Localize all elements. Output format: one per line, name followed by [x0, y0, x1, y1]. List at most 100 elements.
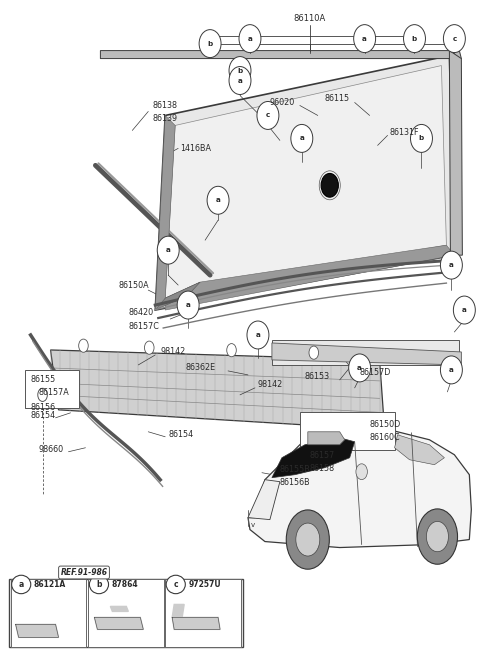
Polygon shape — [248, 480, 280, 519]
Text: a: a — [19, 580, 24, 589]
FancyBboxPatch shape — [272, 340, 459, 365]
Text: c: c — [173, 580, 178, 589]
Circle shape — [227, 344, 236, 357]
Ellipse shape — [229, 57, 251, 84]
Ellipse shape — [89, 576, 108, 594]
FancyBboxPatch shape — [24, 370, 80, 408]
Polygon shape — [308, 432, 345, 445]
Text: a: a — [186, 302, 191, 308]
FancyBboxPatch shape — [88, 579, 164, 647]
Text: 86154: 86154 — [168, 430, 193, 440]
Text: a: a — [449, 262, 454, 268]
Circle shape — [144, 341, 154, 354]
Text: 86362E: 86362E — [185, 364, 216, 372]
Text: 86131F: 86131F — [390, 128, 419, 137]
Circle shape — [426, 521, 448, 552]
Text: 86121A: 86121A — [34, 580, 66, 589]
Circle shape — [321, 174, 338, 197]
Text: b: b — [412, 36, 417, 42]
Text: 86153: 86153 — [305, 372, 330, 381]
Text: 86158: 86158 — [310, 464, 335, 473]
FancyBboxPatch shape — [300, 412, 395, 449]
Ellipse shape — [410, 125, 432, 152]
Ellipse shape — [12, 576, 31, 594]
Text: b: b — [96, 580, 102, 589]
Text: a: a — [449, 367, 454, 373]
Polygon shape — [272, 438, 355, 478]
Polygon shape — [172, 617, 220, 630]
Text: v: v — [251, 521, 255, 527]
Text: 86110A: 86110A — [294, 14, 326, 23]
Text: 96020: 96020 — [270, 98, 295, 107]
Text: 86156: 86156 — [31, 403, 56, 412]
Circle shape — [286, 510, 329, 569]
Text: 98142: 98142 — [160, 347, 185, 356]
Text: 87864: 87864 — [111, 580, 138, 589]
Text: 86154: 86154 — [31, 411, 56, 420]
Polygon shape — [272, 343, 461, 365]
Polygon shape — [155, 115, 175, 310]
Circle shape — [296, 523, 320, 556]
Text: 86157: 86157 — [310, 451, 335, 460]
Circle shape — [417, 509, 457, 564]
Circle shape — [356, 464, 367, 480]
Text: c: c — [266, 112, 270, 118]
Polygon shape — [248, 430, 471, 548]
Text: 98142: 98142 — [258, 380, 283, 389]
Text: a: a — [362, 36, 367, 42]
Polygon shape — [155, 282, 200, 310]
Text: a: a — [255, 332, 260, 338]
Text: 86157D: 86157D — [360, 368, 391, 378]
Ellipse shape — [441, 251, 462, 279]
Polygon shape — [172, 605, 184, 617]
Text: 86115: 86115 — [325, 94, 350, 103]
Polygon shape — [50, 350, 384, 430]
Text: 86150A: 86150A — [119, 280, 149, 290]
Ellipse shape — [247, 321, 269, 349]
Ellipse shape — [199, 30, 221, 57]
Polygon shape — [449, 51, 462, 255]
Ellipse shape — [444, 24, 465, 53]
Text: 86156B: 86156B — [280, 478, 311, 487]
Polygon shape — [95, 617, 144, 630]
Text: c: c — [452, 36, 456, 42]
Ellipse shape — [166, 576, 185, 594]
Text: 86155B: 86155B — [280, 465, 311, 474]
Text: 97257U: 97257U — [188, 580, 221, 589]
Ellipse shape — [404, 24, 425, 53]
Ellipse shape — [291, 125, 313, 152]
Text: 86157A: 86157A — [38, 388, 69, 397]
Circle shape — [38, 388, 48, 401]
Circle shape — [79, 339, 88, 352]
Text: a: a — [238, 77, 242, 84]
Ellipse shape — [354, 24, 376, 53]
Text: 86150D: 86150D — [370, 420, 401, 429]
Text: a: a — [166, 247, 171, 253]
Polygon shape — [16, 624, 59, 638]
Text: 86420: 86420 — [128, 308, 154, 317]
Ellipse shape — [229, 67, 251, 94]
FancyBboxPatch shape — [165, 579, 241, 647]
Polygon shape — [395, 435, 444, 465]
Polygon shape — [165, 65, 446, 298]
Circle shape — [309, 346, 319, 359]
Ellipse shape — [441, 356, 462, 384]
Ellipse shape — [157, 236, 179, 264]
FancyBboxPatch shape — [11, 579, 86, 647]
Text: 98660: 98660 — [38, 446, 64, 454]
Polygon shape — [165, 245, 455, 310]
Polygon shape — [100, 51, 461, 59]
Text: REF.91-986: REF.91-986 — [60, 568, 108, 577]
Text: 86157C: 86157C — [128, 321, 159, 331]
Ellipse shape — [207, 186, 229, 214]
Text: 86138: 86138 — [152, 101, 177, 110]
Ellipse shape — [348, 354, 371, 382]
Text: b: b — [238, 67, 242, 73]
Text: b: b — [419, 135, 424, 141]
Text: 86160C: 86160C — [370, 433, 400, 442]
Polygon shape — [110, 607, 128, 611]
Text: 86155: 86155 — [31, 376, 56, 384]
Text: a: a — [357, 365, 362, 371]
Ellipse shape — [257, 102, 279, 129]
Text: 86139: 86139 — [152, 114, 178, 123]
